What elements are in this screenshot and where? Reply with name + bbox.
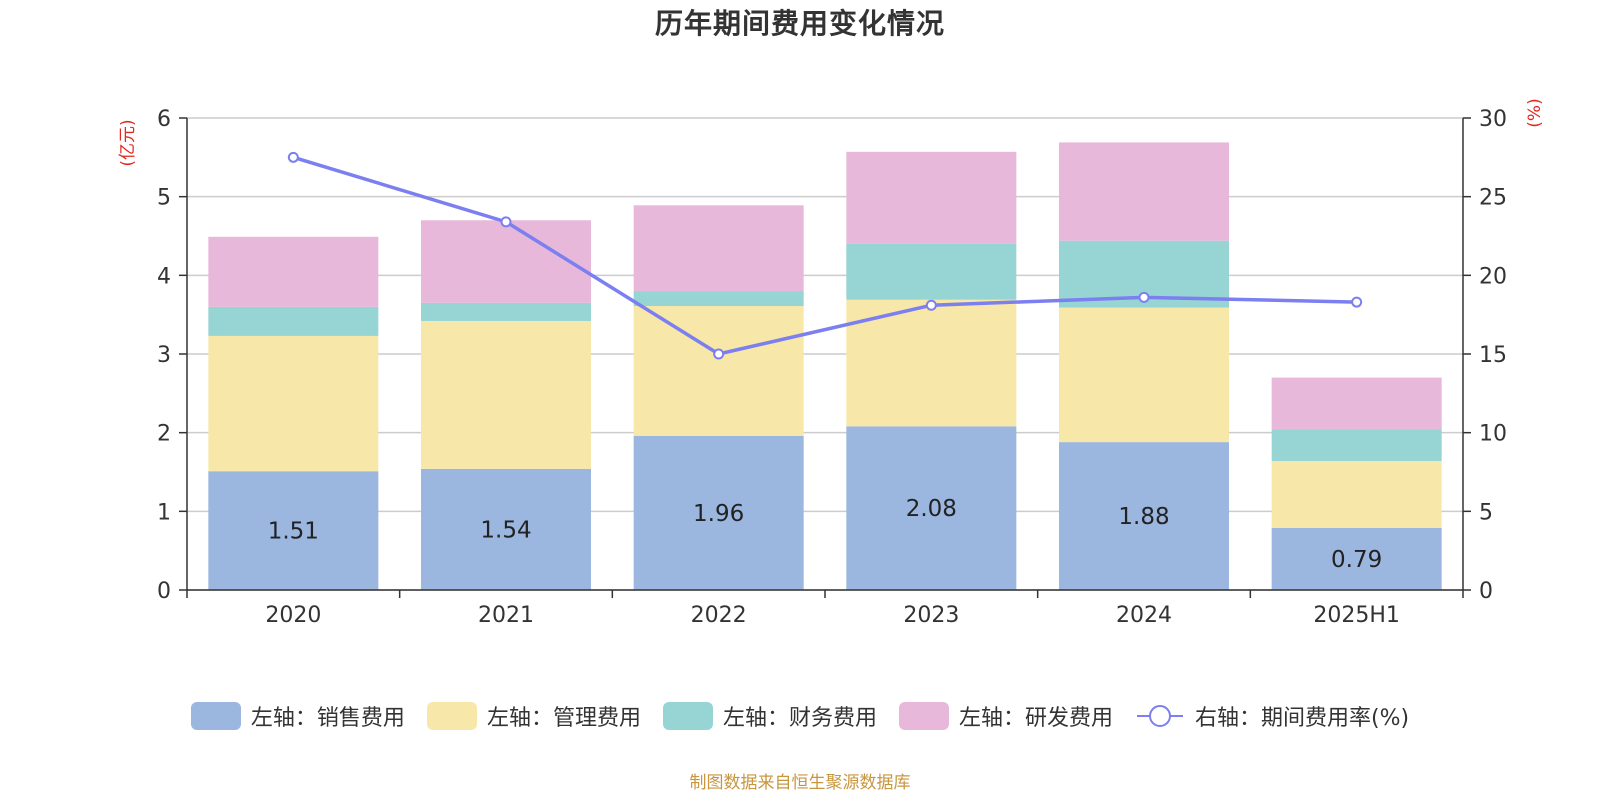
chart-title: 历年期间费用变化情况 bbox=[654, 7, 945, 40]
y-left-tick-label: 2 bbox=[157, 422, 171, 447]
legend-label-admin: 左轴：管理费用 bbox=[486, 706, 641, 731]
y-right-tick-label: 30 bbox=[1479, 107, 1507, 132]
legend-swatch-rd bbox=[898, 702, 949, 730]
legend-item-sales[interactable]: 左轴：销售费用 bbox=[190, 700, 405, 732]
y-left-tick-label: 1 bbox=[157, 500, 171, 525]
bar-segment bbox=[1271, 527, 1442, 590]
source-note: 制图数据来自恒生聚源数据库 bbox=[689, 773, 911, 793]
x-tick-label: 2023 bbox=[903, 603, 959, 628]
bar-data-label: 1.88 bbox=[1118, 504, 1169, 530]
y-right-tick-label: 25 bbox=[1479, 186, 1507, 211]
bar-segment bbox=[1271, 460, 1442, 528]
bar-data-label: 1.96 bbox=[693, 501, 744, 527]
bar-segment bbox=[208, 236, 379, 307]
legend-item-rd[interactable]: 左轴：研发费用 bbox=[898, 700, 1113, 732]
bar-segment bbox=[1059, 142, 1229, 241]
legend-swatch-admin bbox=[426, 702, 477, 730]
legend-swatch-finance bbox=[662, 702, 713, 730]
legend-swatch-sales bbox=[190, 702, 241, 730]
bar-segment bbox=[633, 291, 804, 307]
bar-segment bbox=[208, 335, 379, 472]
bar-segment bbox=[1059, 442, 1229, 590]
legend-item-expense-rate[interactable]: 右轴：期间费用率(%) bbox=[1135, 700, 1409, 732]
bar-segment bbox=[421, 468, 591, 590]
chart-legend: 左轴：销售费用 左轴：管理费用 左轴：财务费用 左轴：研发费用 右轴：期间费用率… bbox=[0, 700, 1600, 732]
legend-label-sales: 左轴：销售费用 bbox=[250, 706, 405, 731]
y-right-unit: (%) bbox=[1525, 98, 1545, 127]
expense-rate-point bbox=[287, 151, 299, 163]
x-tick-label: 2021 bbox=[478, 603, 534, 628]
x-tick-label: 2024 bbox=[1116, 603, 1172, 628]
y-left-tick-label: 5 bbox=[157, 186, 171, 211]
bar-segment bbox=[208, 471, 379, 590]
expense-rate-point bbox=[925, 299, 937, 311]
expense-rate-point bbox=[500, 216, 512, 228]
legend-item-admin[interactable]: 左轴：管理费用 bbox=[426, 700, 641, 732]
bar-segment bbox=[846, 299, 1017, 427]
bar-segment bbox=[1059, 307, 1229, 443]
expense-rate-point bbox=[1351, 296, 1363, 308]
chart-canvas: 0 1 2 3 4 5 6 0 5 10 15 20 25 30 (亿元) (%) 1.51 1.54 1.96 2.… bbox=[118, 98, 1545, 628]
x-tick-label: 2025H1 bbox=[1313, 603, 1400, 628]
bar-segment bbox=[208, 306, 379, 336]
bar-segment bbox=[1271, 377, 1442, 430]
legend-item-finance[interactable]: 左轴：财务费用 bbox=[662, 700, 877, 732]
legend-line-marker-icon bbox=[1136, 705, 1183, 727]
bar-segment bbox=[633, 306, 804, 436]
y-right-tick-label: 10 bbox=[1479, 422, 1507, 447]
bar-segment bbox=[846, 151, 1017, 244]
bar-segment bbox=[633, 435, 804, 590]
x-tick-label: 2020 bbox=[265, 603, 321, 628]
y-left-unit: (亿元) bbox=[118, 119, 138, 166]
bar-segment bbox=[421, 320, 591, 469]
bar-segment bbox=[633, 205, 804, 292]
y-left-tick-label: 0 bbox=[157, 579, 171, 604]
y-right-tick-label: 20 bbox=[1479, 264, 1507, 289]
y-right-tick-label: 15 bbox=[1479, 343, 1507, 368]
y-right-tick-label: 5 bbox=[1479, 500, 1493, 525]
bar-segment bbox=[421, 302, 591, 321]
expense-rate-point bbox=[1138, 291, 1150, 303]
y-left-tick-label: 4 bbox=[157, 264, 171, 289]
expense-rate-point bbox=[713, 348, 725, 360]
bar-segment bbox=[1271, 429, 1442, 461]
expense-rate-line bbox=[292, 155, 1357, 356]
legend-label-expense-rate: 右轴：期间费用率(%) bbox=[1194, 706, 1410, 731]
y-left-tick-label: 3 bbox=[157, 343, 171, 368]
bar-data-label: 1.51 bbox=[268, 519, 319, 545]
legend-label-rd: 左轴：研发费用 bbox=[958, 706, 1113, 731]
bar-segment bbox=[846, 426, 1017, 590]
bar-data-label: 2.08 bbox=[906, 496, 957, 522]
bar-data-label: 1.54 bbox=[480, 517, 531, 543]
bar-data-label: 0.79 bbox=[1331, 547, 1382, 573]
bar-segment bbox=[421, 220, 591, 303]
bar-segment bbox=[846, 243, 1017, 300]
y-right-tick-label: 0 bbox=[1479, 579, 1493, 604]
legend-label-finance: 左轴：财务费用 bbox=[722, 706, 877, 731]
y-left-tick-label: 6 bbox=[157, 107, 171, 132]
x-tick-label: 2022 bbox=[691, 603, 747, 628]
